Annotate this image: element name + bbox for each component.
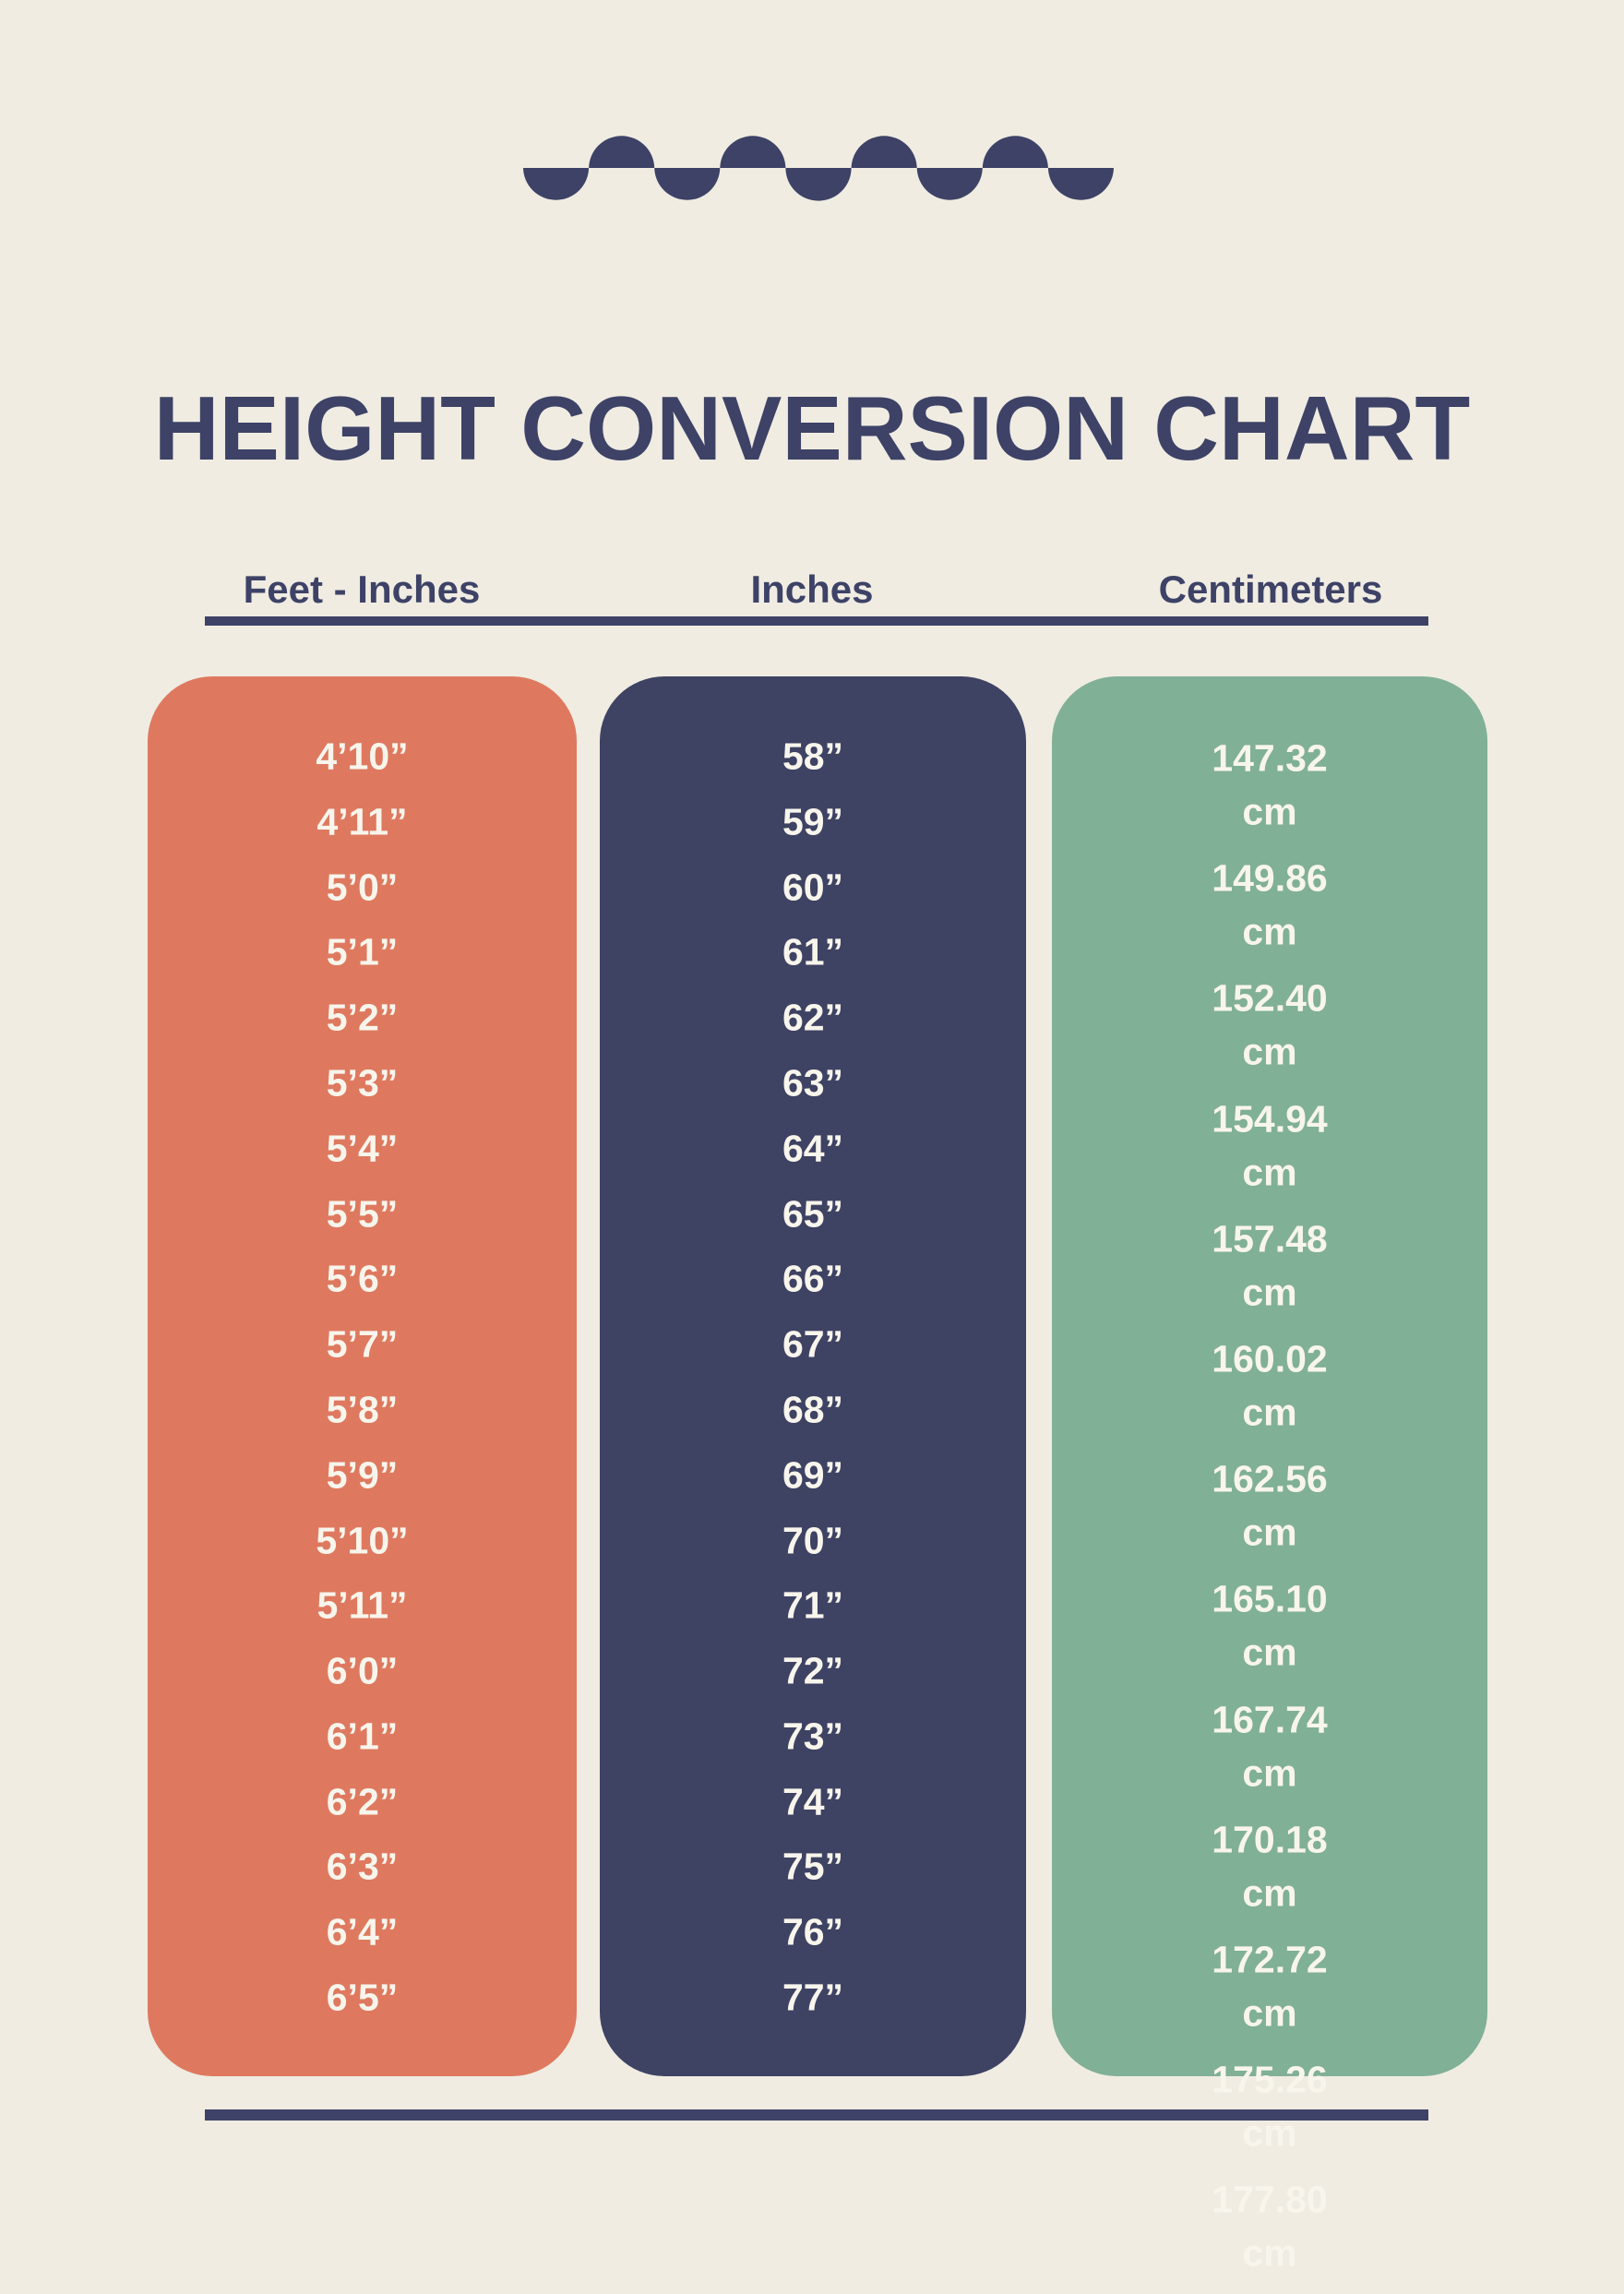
header-centimeters: Centimeters <box>1158 568 1383 611</box>
feet-inches-value: 5’9” <box>326 1453 399 1497</box>
cm-unit: cm <box>1242 1751 1297 1795</box>
feet-inches-value: 6’5” <box>326 1976 399 2019</box>
page-title: HEIGHT CONVERSION CHART <box>153 376 1471 479</box>
inches-value: 73” <box>782 1715 844 1758</box>
inches-value: 61” <box>782 930 844 974</box>
cm-value: 149.86 <box>1212 856 1328 900</box>
cm-value: 157.48 <box>1212 1217 1328 1261</box>
cm-unit: cm <box>1242 1991 1297 2035</box>
header-feet-inches: Feet - Inches <box>243 568 481 611</box>
cm-value: 170.18 <box>1212 1818 1328 1861</box>
inches-value: 75” <box>782 1845 844 1888</box>
inches-value: 65” <box>782 1192 844 1235</box>
top-divider-line <box>205 616 1428 626</box>
inches-value: 66” <box>782 1257 844 1300</box>
inches-value: 68” <box>782 1388 844 1431</box>
inches-value: 63” <box>782 1061 844 1105</box>
column-inches: 58” 59” 60” 61” 62” 63” 64” 65” 66” 67” 68” 69” 70” 7… <box>600 676 1026 2076</box>
cm-unit: cm <box>1242 790 1297 833</box>
cm-unit: cm <box>1242 1030 1297 1073</box>
feet-inches-value: 5’0” <box>326 866 399 909</box>
feet-inches-value: 5’1” <box>326 930 399 974</box>
cm-value: 172.72 <box>1212 1938 1328 1981</box>
feet-inches-value: 4’11” <box>316 800 408 843</box>
bottom-divider-line <box>205 2109 1428 2121</box>
cm-unit: cm <box>1242 1271 1297 1314</box>
inches-value: 62” <box>782 996 844 1039</box>
cm-unit: cm <box>1242 2231 1297 2275</box>
cm-unit: cm <box>1242 1391 1297 1434</box>
cm-value: 167.74 <box>1212 1698 1328 1741</box>
feet-inches-value: 5’5” <box>326 1192 399 1235</box>
cm-value: 154.94 <box>1212 1097 1328 1141</box>
feet-inches-value: 6’4” <box>326 1910 399 1953</box>
feet-inches-value: 5’3” <box>326 1061 399 1105</box>
feet-inches-value: 5’2” <box>326 996 399 1039</box>
feet-inches-value: 5’4” <box>326 1127 399 1170</box>
cm-value: 177.80 <box>1212 2178 1328 2221</box>
cm-value: 160.02 <box>1212 1337 1328 1380</box>
inches-value: 76” <box>782 1910 844 1953</box>
cm-value: 165.10 <box>1212 1577 1328 1620</box>
inches-value: 70” <box>782 1519 844 1561</box>
inches-value: 71” <box>782 1583 844 1627</box>
inches-value: 72” <box>782 1649 844 1692</box>
inches-value: 60” <box>782 866 844 909</box>
feet-inches-value: 5’11” <box>316 1583 408 1627</box>
feet-inches-value: 6’1” <box>326 1715 399 1758</box>
cm-value: 147.32 <box>1212 736 1328 780</box>
column-centimeters: 147.32 cm 149.86 cm 152.40 cm 154.94 cm 157.48 cm… <box>1052 676 1487 2272</box>
feet-inches-value: 5’6” <box>326 1257 399 1300</box>
feet-inches-value: 5’7” <box>326 1322 399 1366</box>
inches-value: 59” <box>782 800 844 843</box>
cm-unit: cm <box>1242 910 1297 953</box>
cm-unit: cm <box>1242 2111 1297 2155</box>
feet-inches-value: 6’2” <box>326 1780 399 1823</box>
cm-unit: cm <box>1242 1871 1297 1915</box>
cm-value: 152.40 <box>1212 976 1328 1020</box>
feet-inches-value: 6’0” <box>326 1649 399 1692</box>
inches-value: 77” <box>782 1976 844 2019</box>
column-feet-inches: 4’10” 4’11” 5’0” 5’1” 5’2” 5’3” 5’4” 5’5” 5’6” 5’… <box>148 676 577 2076</box>
cm-unit: cm <box>1242 1151 1297 1194</box>
cm-unit: cm <box>1242 1631 1297 1674</box>
wave-icon <box>523 136 1114 201</box>
cm-value: 162.56 <box>1212 1457 1328 1500</box>
feet-inches-value: 5’8” <box>326 1388 399 1431</box>
header-inches: Inches <box>750 568 874 611</box>
inches-value: 64” <box>782 1127 844 1170</box>
feet-inches-value: 6’3” <box>326 1845 399 1888</box>
inches-value: 74” <box>782 1780 844 1823</box>
inches-value: 67” <box>782 1322 844 1366</box>
feet-inches-value: 4’10” <box>316 735 409 778</box>
inches-value: 69” <box>782 1453 844 1497</box>
inches-value: 58” <box>782 735 844 778</box>
cm-unit: cm <box>1242 1511 1297 1554</box>
cm-value: 175.26 <box>1212 2058 1328 2101</box>
feet-inches-value: 5’10” <box>316 1519 409 1561</box>
